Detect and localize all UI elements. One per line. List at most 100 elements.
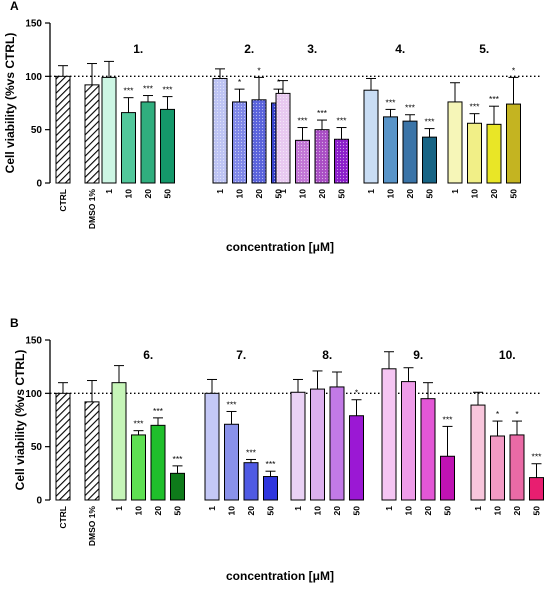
group-2-tick-label: 1 (215, 189, 225, 194)
group-5-significance: * (515, 409, 519, 419)
group-4-bar (422, 136, 437, 184)
group-2-bar (224, 423, 239, 501)
group-5-bar (470, 404, 486, 501)
group-5-significance: *** (532, 452, 543, 462)
group-4-tick-label: 20 (423, 506, 433, 516)
group-4-bar (363, 89, 379, 184)
group-5-bar (490, 435, 505, 501)
y-axis-title: Cell viability (%vs CTRL) (3, 33, 17, 174)
group-5-bar (529, 477, 544, 501)
group-3-bar (349, 415, 364, 501)
group-3-bar (310, 388, 325, 501)
group-3-tick-label: 20 (332, 506, 342, 516)
group-5-tick-label: 20 (512, 506, 522, 516)
group-1-tick-label: 20 (143, 189, 153, 199)
group-5-bar (447, 101, 463, 184)
group-3-bar (290, 391, 306, 501)
group-2-bar (243, 462, 259, 501)
group-3-significance: * (355, 388, 359, 398)
control-tick-label: CTRL (58, 189, 68, 212)
y-tick-label: 0 (36, 179, 42, 190)
group-3-tick-label: 10 (313, 506, 323, 516)
group-2-tick-label: 50 (266, 506, 276, 516)
panel-label: B (10, 316, 19, 330)
group-3-bar-texture (276, 93, 290, 183)
group-2-tick-label: 10 (235, 189, 245, 199)
group-title: 7. (236, 348, 246, 362)
group-2-tick-label: 20 (246, 506, 256, 516)
group-5-tick-label: 50 (509, 189, 519, 199)
group-4-tick-label: 50 (443, 506, 453, 516)
group-1-tick-label: 1 (104, 189, 114, 194)
group-1-bar (111, 382, 127, 501)
x-axis-title: concentration [μM] (226, 569, 334, 583)
control-tick-label: DMSO 1% (87, 189, 97, 230)
group-5-tick-label: 10 (470, 189, 480, 199)
group-1-bar (121, 112, 136, 184)
group-2-significance: * (238, 77, 242, 87)
group-5-tick-label: 20 (489, 189, 499, 199)
group-2-tick-label: 20 (254, 189, 264, 199)
control-bar (84, 84, 100, 184)
group-4-tick-label: 1 (366, 189, 376, 194)
group-3-bar-texture (296, 140, 309, 183)
y-tick-label: 100 (25, 72, 42, 83)
group-3-tick-label: 50 (337, 189, 347, 199)
group-4-bar (401, 381, 416, 501)
group-1-tick-label: 10 (124, 189, 134, 199)
group-3-significance: *** (337, 116, 348, 126)
group-5-tick-label: 1 (450, 189, 460, 194)
group-4-tick-label: 50 (425, 189, 435, 199)
group-4-bar (383, 116, 398, 184)
group-1-bar (150, 424, 166, 501)
group-5-bar (506, 103, 521, 184)
group-3-significance: *** (298, 116, 309, 126)
y-axis-title: Cell viability (%vs CTRL) (13, 350, 27, 491)
group-4-significance: *** (405, 103, 416, 113)
y-tick-label: 150 (25, 19, 42, 30)
group-title: 2. (244, 42, 254, 56)
group-1-tick-label: 1 (114, 506, 124, 511)
group-1-significance: *** (134, 419, 145, 429)
group-4-bar (420, 398, 436, 501)
y-tick-label: 50 (31, 125, 43, 136)
y-tick-label: 0 (36, 496, 42, 507)
group-3-tick-label: 50 (352, 506, 362, 516)
group-1-bar (170, 472, 185, 501)
group-2-significance: *** (266, 459, 277, 469)
control-tick-label: DMSO 1% (87, 506, 97, 547)
group-title: 4. (395, 42, 405, 56)
control-bar (55, 75, 71, 184)
group-1-bar (101, 76, 117, 184)
group-1-tick-label: 10 (134, 506, 144, 516)
control-bar (55, 392, 71, 501)
group-3-bar-texture (335, 139, 348, 183)
group-4-tick-label: 20 (405, 189, 415, 199)
group-title: 5. (479, 42, 489, 56)
group-5-tick-label: 10 (493, 506, 503, 516)
group-5-bar (467, 122, 482, 184)
group-title: 9. (413, 348, 423, 362)
group-3-significance: *** (317, 108, 328, 118)
group-5-tick-label: 50 (532, 506, 542, 516)
panel-label: A (10, 0, 19, 13)
group-4-bar (381, 368, 397, 501)
group-2-significance: * (277, 77, 281, 87)
group-5-tick-label: 1 (473, 506, 483, 511)
group-1-significance: *** (143, 84, 154, 94)
group-2-significance: *** (246, 447, 257, 457)
group-2-tick-label: 10 (227, 506, 237, 516)
group-1-significance: *** (173, 454, 184, 464)
group-5-significance: *** (470, 102, 481, 112)
group-4-tick-label: 10 (404, 506, 414, 516)
group-title: 3. (307, 42, 317, 56)
group-3-tick-label: 1 (278, 189, 288, 194)
group-5-significance: *** (489, 94, 500, 104)
group-1-tick-label: 50 (163, 189, 173, 199)
group-2-significance: * (257, 65, 261, 75)
x-axis-title: concentration [μM] (226, 240, 334, 254)
group-4-bar (440, 455, 455, 501)
group-1-tick-label: 50 (173, 506, 183, 516)
